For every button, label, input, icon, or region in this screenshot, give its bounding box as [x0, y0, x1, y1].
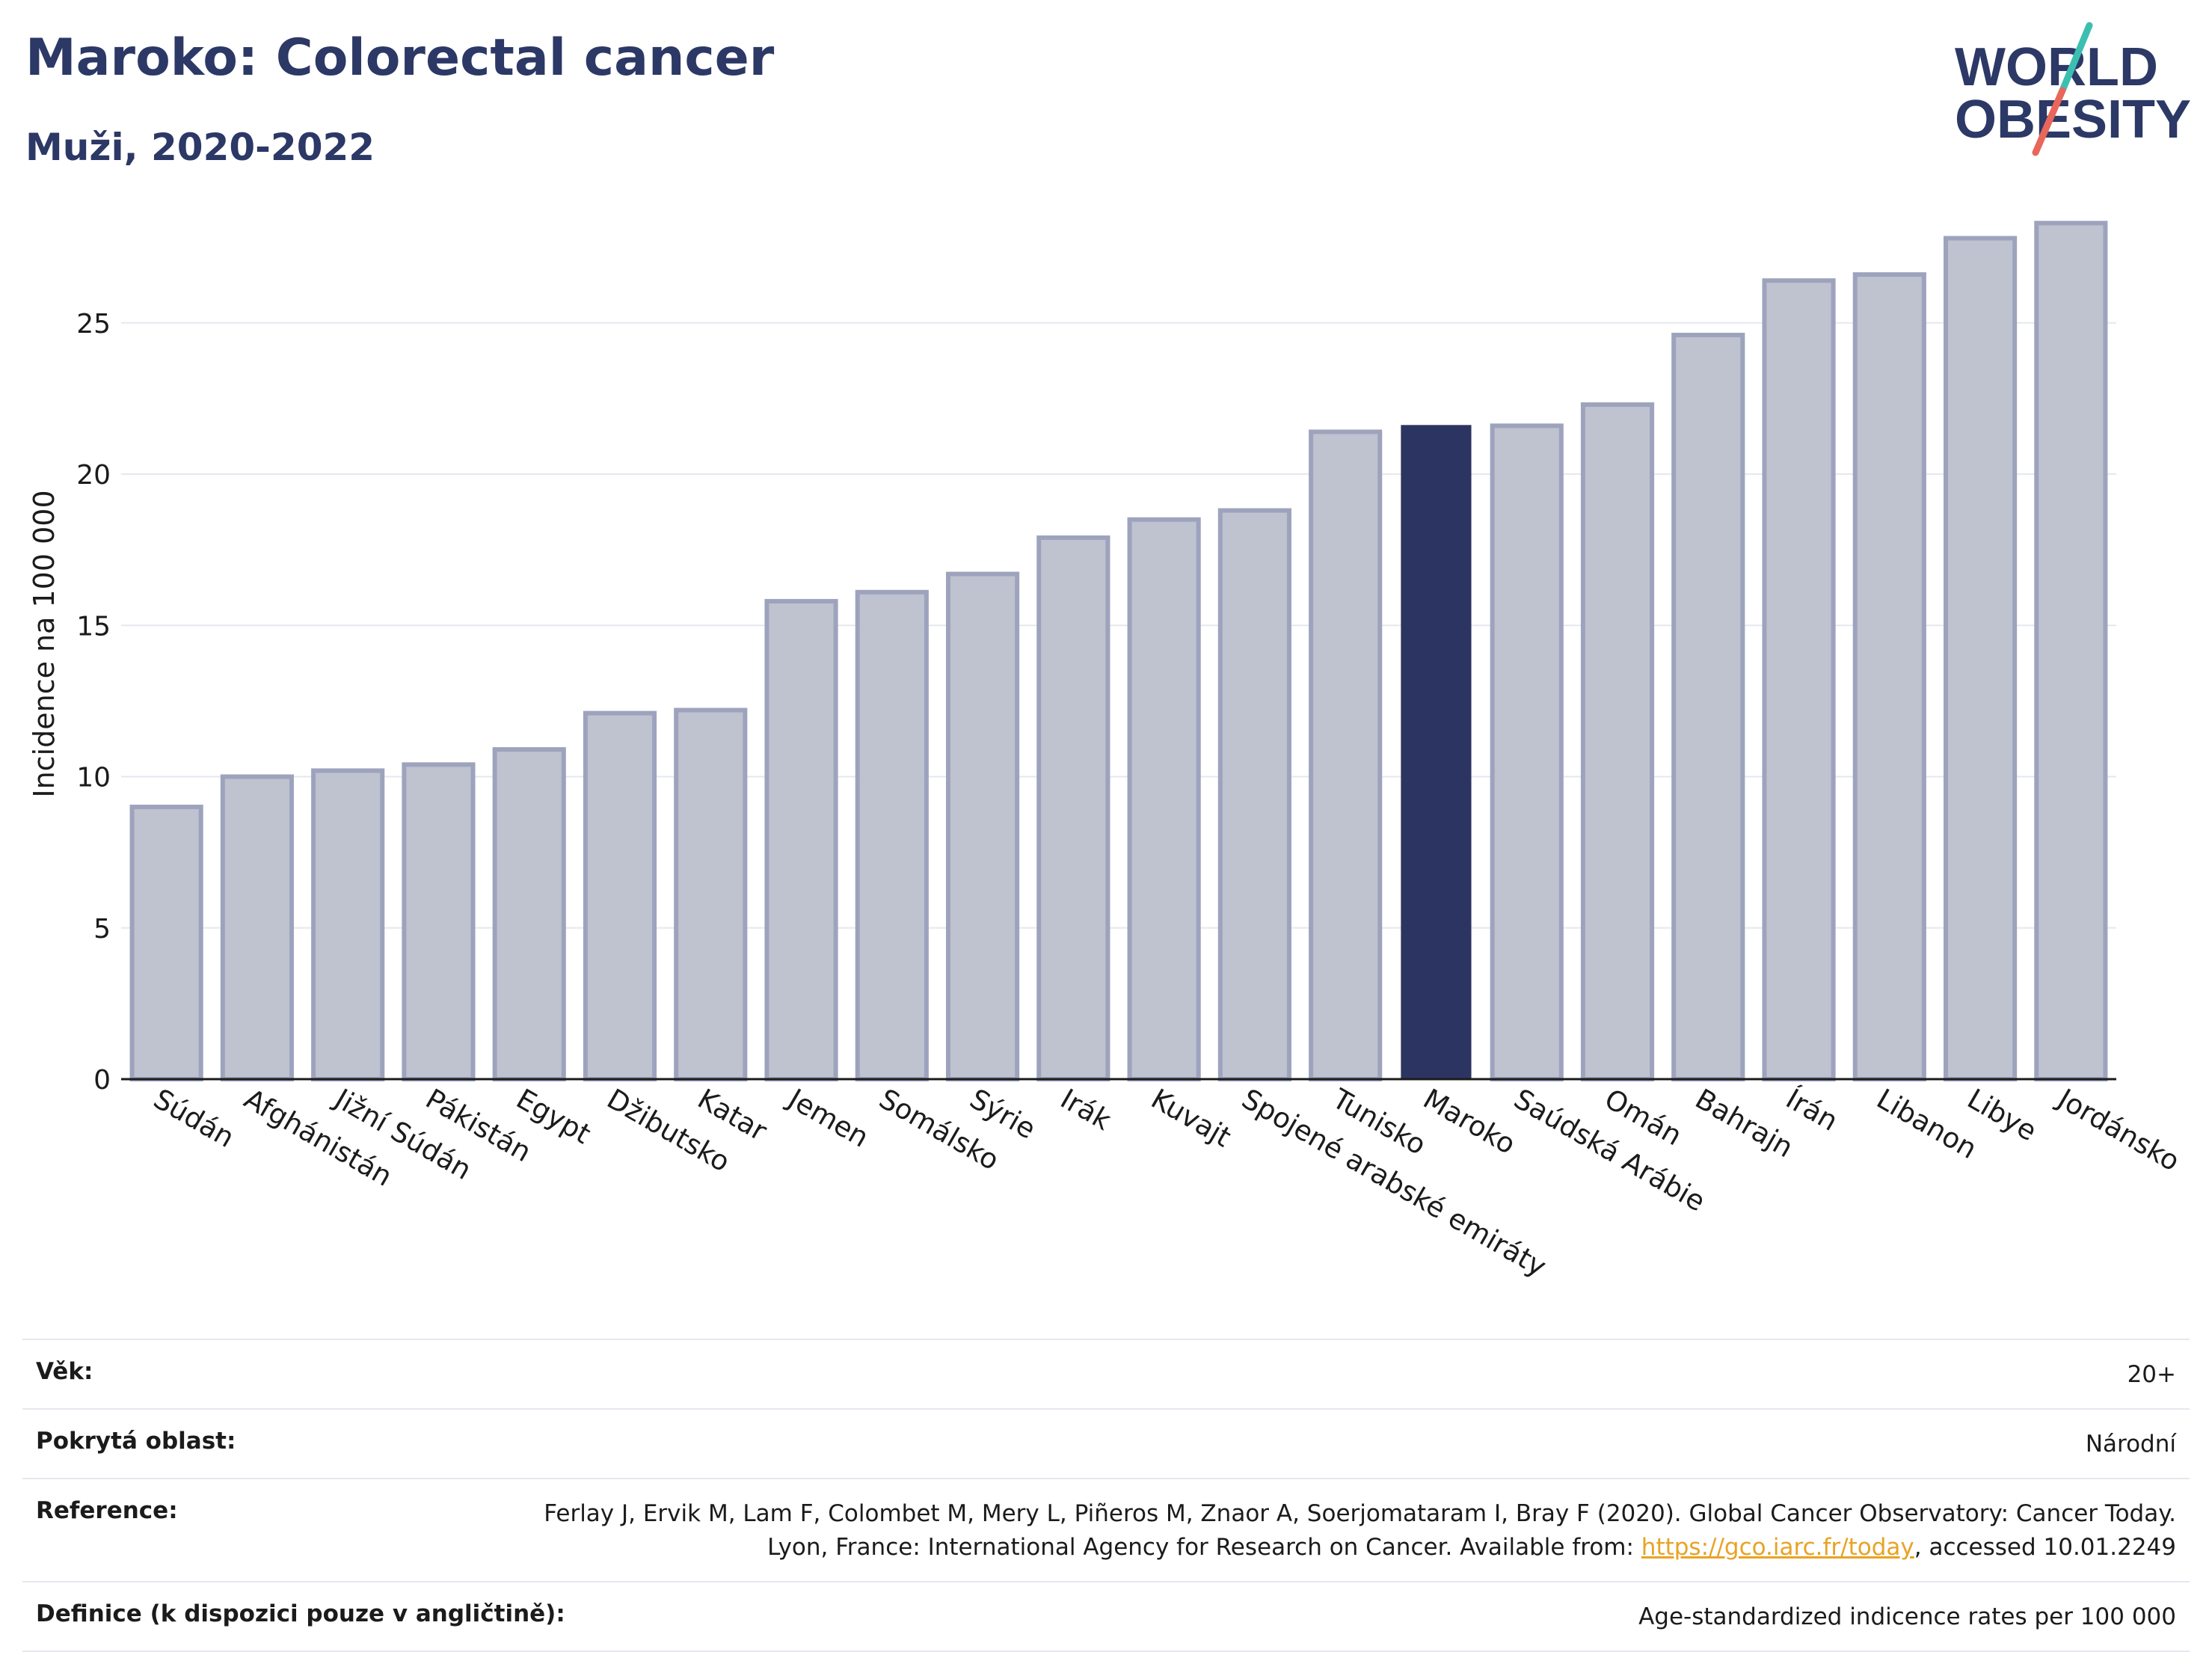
reference-value: Ferlay J, Ervik M, Lam F, Colombet M, Me…: [531, 1497, 2176, 1565]
bar: [311, 768, 385, 1082]
bar: [946, 571, 1020, 1081]
y-axis-label: Incidence na 100 000: [28, 490, 61, 797]
bar: [1309, 429, 1383, 1081]
reference-text: Ferlay J, Ervik M, Lam F, Colombet M, Me…: [544, 1499, 2176, 1561]
area-value: Národní: [2085, 1430, 2176, 1458]
bar: [1852, 272, 1926, 1082]
logo-slash-teal: [2059, 22, 2093, 94]
x-tick-label: Jemen: [781, 1082, 874, 1154]
bar: [1036, 535, 1110, 1081]
bar: [1127, 517, 1201, 1081]
logo-line-world: WORLD: [1955, 37, 2158, 97]
logo-line-obesity: OBESITY: [1955, 90, 2191, 150]
x-tick-label: Irák: [1055, 1083, 1117, 1137]
y-tick-label: 0: [93, 1065, 111, 1096]
age-value: 20+: [2127, 1361, 2176, 1388]
metadata-table: Věk: 20+ Pokrytá oblast: Národní Referen…: [22, 1339, 2190, 1652]
bar: [220, 774, 294, 1081]
bar: [764, 598, 838, 1081]
x-tick-label: Kuvajt: [1146, 1083, 1236, 1154]
reference-accessed: , accessed 10.01.2249: [1914, 1533, 2176, 1561]
meta-row-area: Pokrytá oblast: Národní: [22, 1407, 2190, 1478]
y-tick-label: 5: [93, 914, 111, 945]
chart-title: Maroko: Colorectal cancer: [25, 28, 775, 87]
definition-label: Definice (k dispozici pouze v angličtině…: [36, 1600, 565, 1627]
reference-label: Reference:: [36, 1496, 178, 1524]
meta-row-age: Věk: 20+: [22, 1339, 2190, 1408]
bar: [1217, 508, 1291, 1082]
x-tick-label: Írán: [1781, 1082, 1844, 1137]
bar: [1401, 425, 1472, 1080]
y-tick-label: 15: [76, 611, 111, 642]
reference-link[interactable]: https://gco.iarc.fr/today: [1641, 1533, 1914, 1561]
bar: [1944, 236, 2018, 1081]
x-tick-label: Libanon: [1871, 1083, 1982, 1166]
bar: [583, 710, 657, 1081]
bar: [402, 762, 476, 1082]
bar: [2034, 221, 2108, 1081]
x-tick-label: Súdán: [148, 1083, 239, 1155]
x-tick-label: Maroko: [1418, 1083, 1521, 1161]
definition-value: Age-standardized indicence rates per 100…: [1638, 1603, 2176, 1630]
bar: [1490, 423, 1564, 1081]
meta-row-definition: Definice (k dispozici pouze v angličtině…: [22, 1580, 2190, 1652]
logo-slash-coral: [2032, 87, 2066, 156]
world-obesity-logo: WORLD OBESITY: [1955, 22, 2191, 156]
bar: [1762, 278, 1836, 1081]
chart-subtitle: Muži, 2020-2022: [25, 126, 375, 169]
meta-row-reference: Reference: Ferlay J, Ervik M, Lam F, Col…: [22, 1477, 2190, 1581]
bar: [674, 707, 748, 1081]
y-tick-label: 10: [76, 763, 111, 793]
age-label: Věk:: [36, 1358, 93, 1385]
y-tick-label: 25: [76, 309, 111, 340]
y-tick-label: 20: [76, 460, 111, 491]
bar: [129, 804, 203, 1081]
bar: [1580, 402, 1655, 1082]
area-label: Pokrytá oblast:: [36, 1427, 236, 1455]
x-tick-label: Bahrajn: [1690, 1083, 1798, 1164]
bar: [1671, 332, 1745, 1081]
bar: [492, 747, 566, 1081]
bar: [855, 589, 929, 1081]
x-tick-label: Jordánsko: [2051, 1082, 2185, 1178]
